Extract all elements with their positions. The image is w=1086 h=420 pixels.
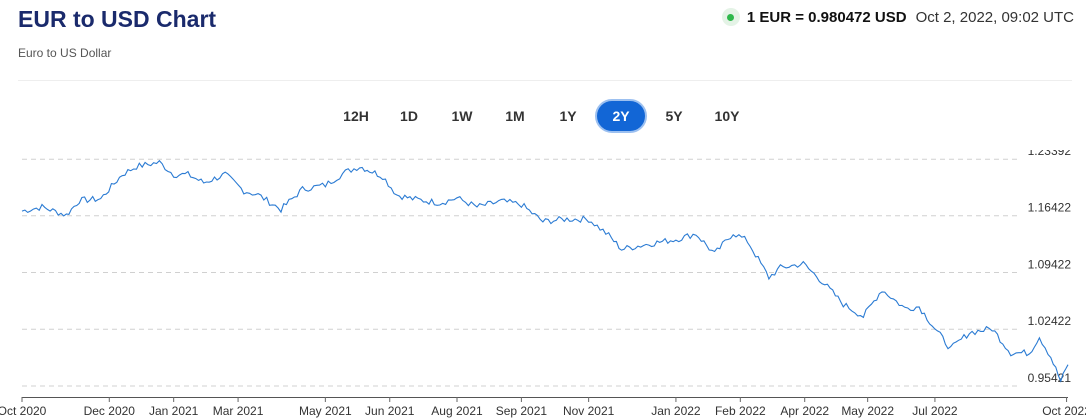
range-10y-button[interactable]: 10Y xyxy=(701,99,753,133)
range-2y-button[interactable]: 2Y xyxy=(595,99,647,133)
x-tick-label: Feb 2022 xyxy=(715,404,766,418)
range-1w-button[interactable]: 1W xyxy=(436,99,488,133)
header-divider xyxy=(18,80,1072,81)
x-tick-label: Nov 2021 xyxy=(563,404,615,418)
x-tick-label: May 2022 xyxy=(841,404,894,418)
range-1d-button[interactable]: 1D xyxy=(383,99,435,133)
rate-value: 1 EUR = 0.980472 USD xyxy=(746,8,907,26)
x-tick-label: Aug 2021 xyxy=(431,404,483,418)
y-tick-label: 1.09422 xyxy=(1028,257,1072,271)
range-5y-button[interactable]: 5Y xyxy=(648,99,700,133)
x-tick-label: Sep 2021 xyxy=(496,404,548,418)
x-tick-label: Jan 2022 xyxy=(651,404,701,418)
time-range-selector: 12H 1D 1W 1M 1Y 2Y 5Y 10Y xyxy=(330,99,754,133)
x-tick-label: Mar 2021 xyxy=(213,404,264,418)
page-subtitle: Euro to US Dollar xyxy=(18,46,112,60)
eur-usd-line-chart[interactable]: 1.23392 1.16422 1.09422 1.02422 0.95421 Oct 2… xyxy=(0,150,1086,420)
page-title: EUR to USD Chart xyxy=(18,6,217,32)
x-tick-label: Dec 2020 xyxy=(84,404,136,418)
live-status-icon xyxy=(721,8,740,26)
y-tick-label: 1.02422 xyxy=(1028,314,1072,328)
x-tick-label: May 2021 xyxy=(299,404,352,418)
x-tick-label: Oct 2022 xyxy=(1042,404,1086,418)
x-tick-label: Oct 2020 xyxy=(0,404,47,418)
range-12h-button[interactable]: 12H xyxy=(330,99,382,133)
x-tick-label: Jun 2021 xyxy=(365,404,415,418)
y-tick-label: 0.95421 xyxy=(1028,371,1072,385)
x-tick-label: Apr 2022 xyxy=(780,404,829,418)
eur-usd-series-line xyxy=(21,159,1069,383)
y-tick-label: 1.23392 xyxy=(1028,150,1072,158)
range-1m-button[interactable]: 1M xyxy=(489,99,541,133)
range-1y-button[interactable]: 1Y xyxy=(542,99,594,133)
rate-timestamp: Oct 2, 2022, 09:02 UTC xyxy=(915,8,1074,26)
x-tick-label: Jul 2022 xyxy=(912,404,958,418)
live-rate: 1 EUR = 0.980472 USD Oct 2, 2022, 09:02 … xyxy=(721,8,1074,26)
y-tick-label: 1.16422 xyxy=(1028,201,1072,215)
x-tick-label: Jan 2021 xyxy=(149,404,199,418)
